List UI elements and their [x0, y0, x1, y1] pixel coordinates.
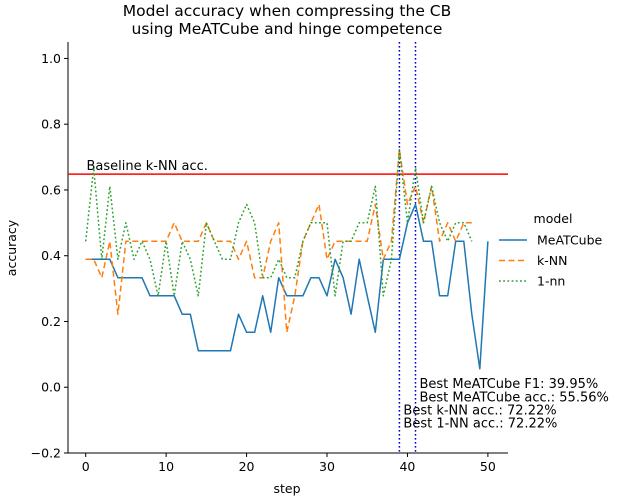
x-tick-label: 50	[480, 459, 496, 474]
y-tick-label: 1.0	[41, 51, 61, 66]
x-tick-label: 20	[239, 459, 255, 474]
x-tick-label: 0	[82, 459, 90, 474]
legend-title: model	[534, 211, 573, 226]
y-tick-label: 0.8	[41, 117, 61, 132]
y-tick-label: 0.2	[41, 314, 61, 329]
series-line-k-nn	[85, 149, 472, 334]
x-tick-label: 40	[399, 459, 415, 474]
annotation-3: Best k-NN acc.: 72.22%	[403, 404, 556, 419]
y-tick-label: 0.0	[41, 380, 61, 395]
x-tick-label: 10	[158, 459, 174, 474]
series-line-meatcube	[85, 203, 489, 370]
legend-entry-3: 1-nn	[537, 274, 565, 289]
y-tick-label: 0.6	[41, 182, 61, 197]
legend-entry-2: k-NN	[537, 253, 567, 268]
annotation-4: Best 1-NN acc.: 72.22%	[403, 417, 557, 432]
x-axis-label: step	[273, 481, 300, 496]
y-axis-label: accuracy	[4, 219, 19, 276]
chart-title-line1: Model accuracy when compressing the CB	[123, 2, 452, 20]
y-tick-label: −0.2	[31, 446, 61, 461]
y-tick-label: 0.4	[41, 248, 61, 263]
plot-area: 0 10 20 30 40 50 −0.2 0.0 0.2 0.4 0.6 0.8 1.0 Baselin…	[31, 42, 609, 474]
chart-title-line2: using MeATCube and hinge competence	[132, 20, 443, 38]
legend-entry-1: MeATCube	[537, 233, 603, 248]
baseline-label: Baseline k-NN acc.	[87, 159, 208, 174]
annotation-2: Best MeATCube acc.: 55.56%	[419, 390, 608, 405]
x-tick-label: 30	[319, 459, 335, 474]
legend: model MeATCube k-NN 1-nn	[499, 211, 603, 289]
annotation-1: Best MeATCube F1: 39.95%	[419, 377, 598, 392]
